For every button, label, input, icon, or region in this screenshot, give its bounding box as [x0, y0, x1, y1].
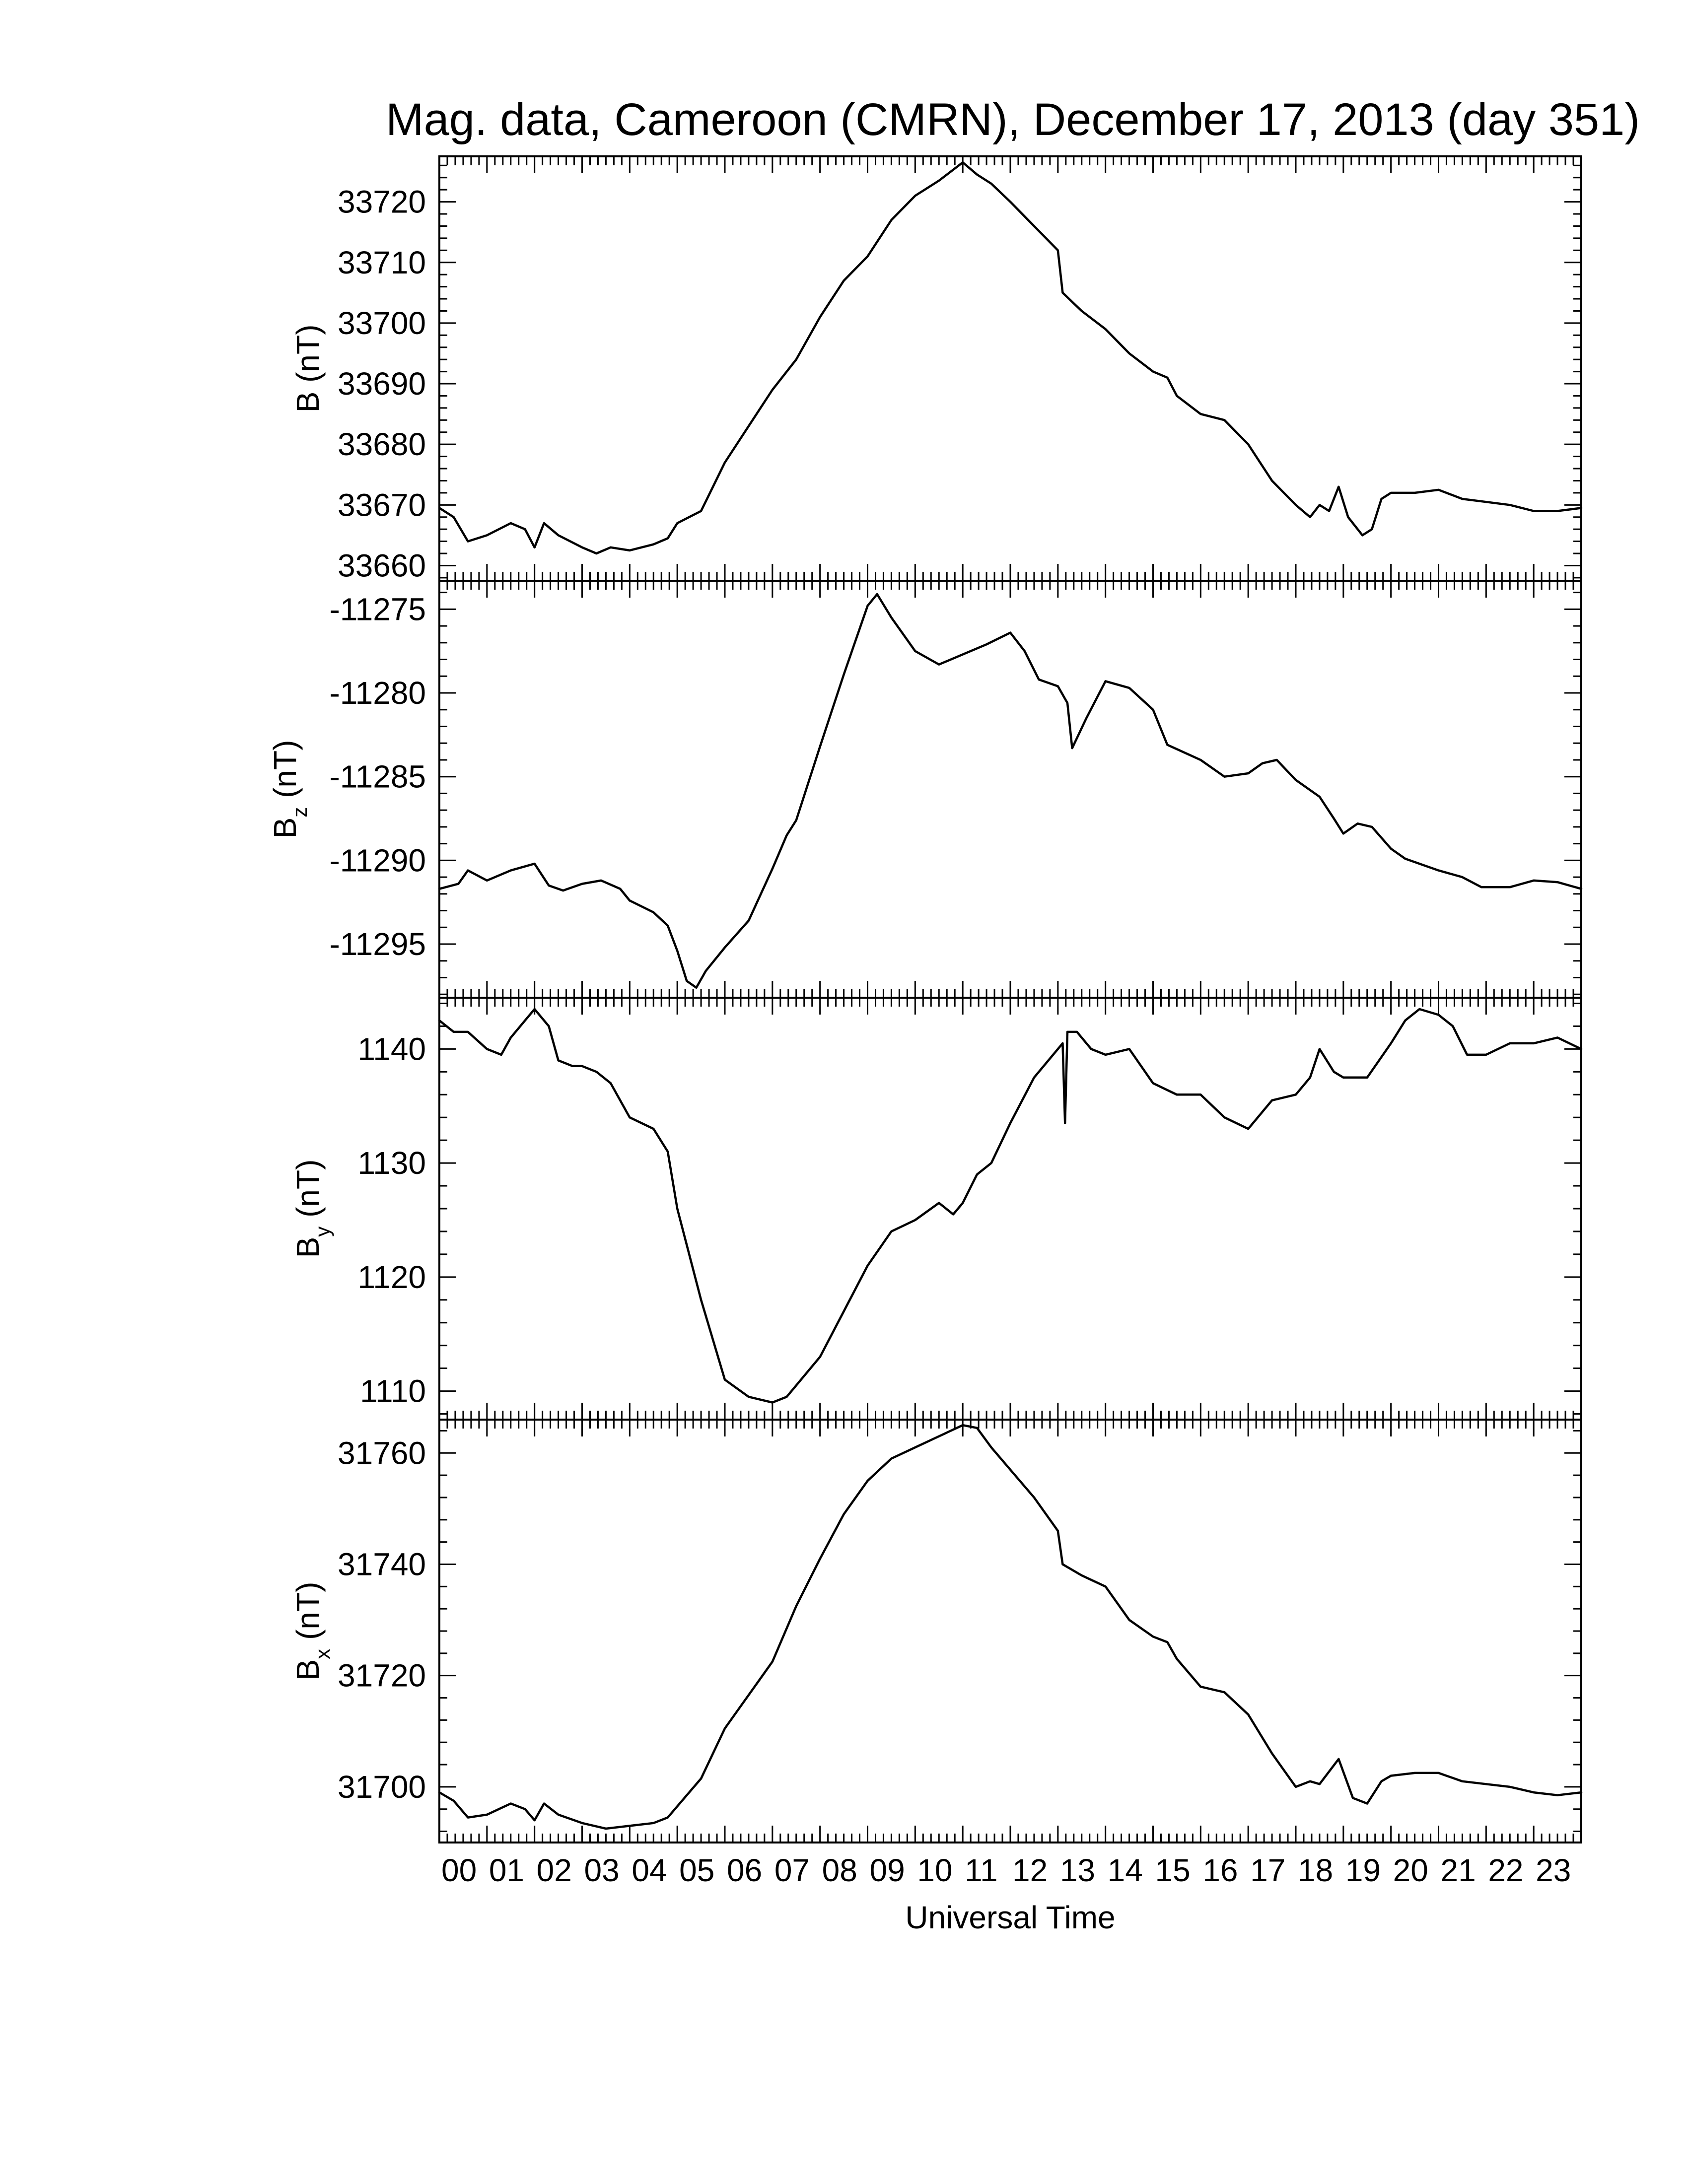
x-tick-label: 19 — [1345, 1852, 1381, 1888]
x-tick-label: 22 — [1488, 1852, 1523, 1888]
x-tick-label: 02 — [537, 1852, 572, 1888]
y-tick-label-Bx: 31720 — [338, 1658, 426, 1694]
y-axis-label-subscript: x — [311, 1649, 334, 1659]
y-axis-label-main: B — [290, 1237, 326, 1258]
x-tick-labels: 00 01 02 03 04 05 06 07 08 09 10 11 12 13 14 15 16 17 18 19… — [441, 1852, 1571, 1888]
x-tick-label: 21 — [1441, 1852, 1476, 1888]
y-tick-label-By: 1120 — [357, 1259, 426, 1295]
y-axis-label-unit: (nT) — [290, 1582, 326, 1649]
y-tick-label-Bz: -11290 — [329, 842, 426, 878]
x-tick-label: 07 — [774, 1852, 810, 1888]
y-tick-label-Bz: -11275 — [329, 591, 426, 627]
x-tick-label: 05 — [679, 1852, 714, 1888]
y-axis-label-Bx: Bx (nT) — [290, 1582, 334, 1681]
x-tick-label: 00 — [441, 1852, 477, 1888]
x-tick-label: 13 — [1060, 1852, 1095, 1888]
y-axis-label-Bz: Bz (nT) — [267, 740, 311, 839]
y-axis-label-unit: (nT) — [267, 740, 303, 807]
x-tick-label: 16 — [1202, 1852, 1238, 1888]
y-tick-label-B: 33690 — [338, 366, 426, 402]
x-tick-label: 03 — [584, 1852, 620, 1888]
y-axis-label-unit: (nT) — [290, 1160, 326, 1227]
x-tick-label: 14 — [1108, 1852, 1143, 1888]
x-tick-label: 18 — [1298, 1852, 1333, 1888]
y-axis-label-subscript: y — [311, 1227, 334, 1237]
y-axis-label-subscript: z — [288, 807, 311, 818]
y-axis-label-main: B — [267, 818, 303, 839]
y-tick-label-B: 33710 — [338, 245, 426, 280]
y-tick-label-Bx: 31740 — [338, 1546, 426, 1582]
series-line-B — [438, 161, 1583, 555]
y-axis-label-B: B (nT) — [290, 325, 326, 413]
y-tick-label-Bx: 31700 — [338, 1769, 426, 1805]
y-axis-label-By: By (nT) — [290, 1160, 334, 1258]
y-tick-label-Bz: -11285 — [329, 759, 426, 795]
x-tick-label: 11 — [965, 1852, 997, 1888]
chart-title: Mag. data, Cameroon (CMRN), December 17,… — [386, 94, 1640, 145]
y-tick-label-Bx: 31760 — [338, 1435, 426, 1471]
y-axis-label-main: B — [290, 1659, 326, 1681]
series-line-Bx — [438, 1424, 1583, 1830]
y-tick-label-By: 1140 — [357, 1031, 426, 1067]
x-tick-label: 08 — [822, 1852, 857, 1888]
x-tick-label: 23 — [1536, 1852, 1571, 1888]
series-line-Bz — [438, 593, 1583, 989]
panel-B: 33660 33670 33680 33690 33700 33710 33720 B (nT… — [290, 155, 1583, 583]
y-tick-label-By: 1110 — [360, 1373, 426, 1409]
y-tick-label-By: 1130 — [357, 1145, 426, 1181]
x-tick-label: 20 — [1393, 1852, 1428, 1888]
chart-panels: 33660 33670 33680 33690 33700 33710 33720 B (nT… — [267, 155, 1583, 1843]
y-tick-label-B: 33720 — [338, 184, 426, 220]
x-tick-label: 01 — [489, 1852, 524, 1888]
y-tick-label-B: 33670 — [338, 487, 426, 523]
x-tick-label: 09 — [870, 1852, 905, 1888]
y-tick-label-B: 33700 — [338, 305, 426, 341]
y-axis-label-unit: (nT) — [290, 325, 326, 392]
series-line-By — [438, 1008, 1583, 1404]
x-tick-label: 17 — [1250, 1852, 1285, 1888]
y-tick-label-Bz: -11295 — [329, 926, 426, 962]
y-axis-label-main: B — [290, 392, 326, 413]
x-tick-label: 04 — [632, 1852, 667, 1888]
x-tick-label: 15 — [1155, 1852, 1191, 1888]
x-tick-label: 12 — [1012, 1852, 1048, 1888]
x-tick-label: 10 — [917, 1852, 952, 1888]
x-tick-label: 06 — [727, 1852, 762, 1888]
panel-Bz: -11275 -11280 -11285 -11290 -11295 Bz (nT) — [267, 580, 1583, 999]
y-tick-label-B: 33660 — [338, 547, 426, 583]
panel-Bx: 31700 31720 31740 31760 Bx (nT) — [290, 1419, 1583, 1843]
y-tick-label-B: 33680 — [338, 426, 426, 462]
y-tick-label-Bz: -11280 — [329, 675, 426, 711]
panel-By: 1110 1120 1130 1140 By (nT) — [290, 997, 1583, 1421]
x-axis-label: Universal Time — [905, 1900, 1115, 1935]
